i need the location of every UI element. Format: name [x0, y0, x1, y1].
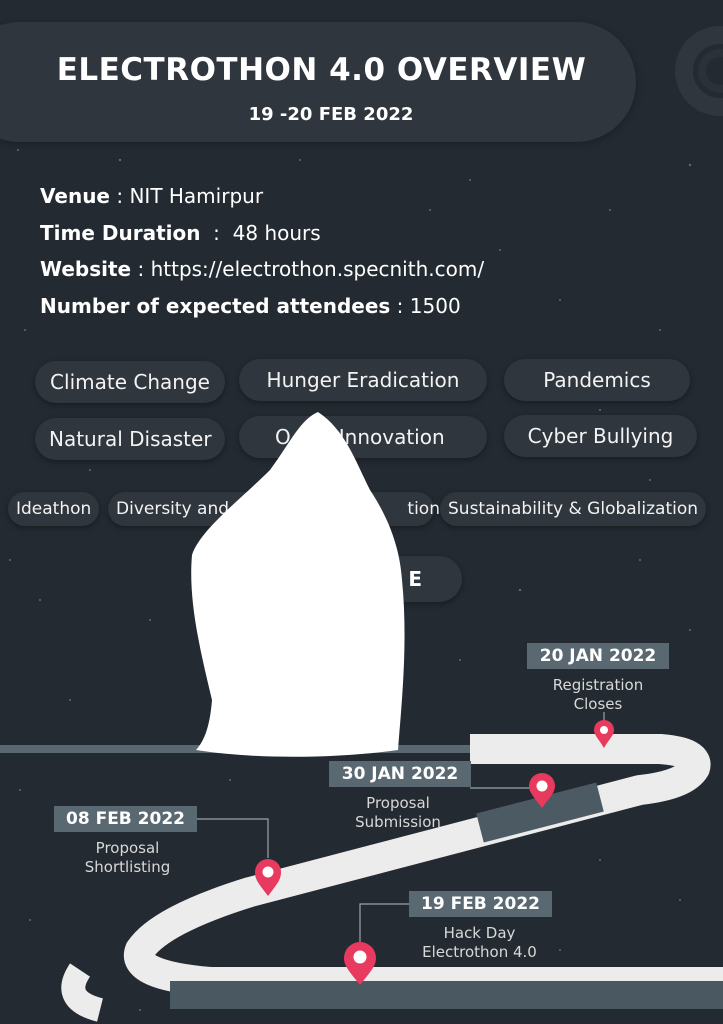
ring-decoration-icon — [675, 26, 723, 116]
timeline-label-2: Proposal Submission — [355, 794, 441, 831]
event-info: Venue : NIT Hamirpur Time Duration : 48 … — [40, 178, 484, 324]
title-banner — [0, 22, 636, 142]
info-venue: Venue : NIT Hamirpur — [40, 184, 264, 208]
timeline-label-4: Hack Day Electrothon 4.0 — [422, 924, 537, 961]
map-pin-icon[interactable] — [344, 942, 376, 985]
road-path — [124, 734, 723, 997]
map-pin-icon[interactable] — [529, 773, 555, 808]
timeline-date-4: 19 FEB 2022 — [409, 891, 552, 917]
timeline-date-1: 20 JAN 2022 — [527, 643, 669, 669]
theme-chip-natural-disaster[interactable]: Natural Disaster — [35, 418, 225, 460]
theme-chip-pandemics[interactable]: Pandemics — [504, 359, 690, 401]
map-pin-icon[interactable] — [255, 859, 281, 896]
theme-chip-climate-change[interactable]: Climate Change — [35, 361, 225, 403]
timeline-label-3: Proposal Shortlisting — [84, 839, 171, 876]
page-title: ELECTROTHON 4.0 OVERVIEW — [56, 52, 587, 88]
info-duration: Time Duration : 48 hours — [40, 220, 321, 245]
timeline-label-1: Registration Closes — [552, 676, 644, 713]
info-website: Website : https://electrothon.specnith.c… — [40, 257, 485, 281]
website-link[interactable]: https://electrothon.specnith.com/ — [150, 257, 485, 281]
theme-chip-hunger-eradication[interactable]: Hunger Eradication — [239, 359, 487, 401]
timeline-date-3: 08 FEB 2022 — [54, 806, 197, 832]
theme-chip-open-innovation[interactable]: O Innovation — [239, 416, 487, 458]
event-dates: 19 -20 FEB 2022 — [248, 104, 414, 125]
theme-chip-cyber-bullying[interactable]: Cyber Bullying — [504, 415, 697, 457]
theme-chip-sustainability[interactable]: Sustainability & Globalization — [440, 492, 707, 526]
map-pin-icon[interactable] — [594, 720, 614, 748]
theme-chip-ideathon[interactable]: Ideathon — [8, 492, 100, 526]
info-attendees: Number of expected attendees : 1500 — [40, 293, 461, 318]
road-shade — [476, 782, 604, 843]
timeline-date-2: 30 JAN 2022 — [329, 761, 471, 787]
road-curve — [61, 963, 104, 1022]
